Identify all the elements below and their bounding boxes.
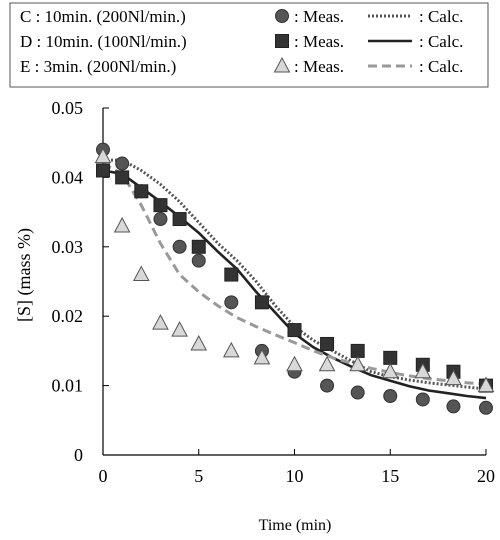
legend-calc-label: : Calc. xyxy=(419,7,463,26)
meas-point-triangle xyxy=(477,376,495,393)
legend-entry-label: C : 10min. (200Nl/min.) xyxy=(20,7,186,26)
legend-entry-label: E : 3min. (200Nl/min.) xyxy=(20,57,176,76)
meas-point-circle xyxy=(224,295,239,310)
legend-meas-label: : Meas. xyxy=(294,32,344,51)
meas-point-triangle xyxy=(152,314,169,330)
legend-marker-triangle xyxy=(273,56,291,73)
legend-calc-label: : Calc. xyxy=(419,32,463,51)
meas-point-circle xyxy=(191,253,206,268)
calc-curve-dotted xyxy=(103,158,487,391)
meas-point-square xyxy=(191,239,206,254)
meas-point-square xyxy=(96,163,110,178)
meas-point-triangle xyxy=(349,355,367,372)
x-tick-label: 15 xyxy=(381,466,399,486)
y-tick-label: 0.05 xyxy=(52,98,84,118)
meas-point-square xyxy=(350,343,365,358)
y-tick-label: 0.03 xyxy=(52,237,84,257)
meas-point-circle xyxy=(415,392,430,407)
meas-point-circle xyxy=(383,389,398,404)
meas-point-circle xyxy=(446,399,461,414)
meas-point-circle xyxy=(115,156,130,171)
meas-point-circle xyxy=(479,400,493,415)
meas-point-circle xyxy=(172,239,187,254)
y-tick-label: 0.01 xyxy=(52,376,84,396)
meas-point-triangle xyxy=(381,362,399,379)
legend-meas-label: : Meas. xyxy=(294,7,344,26)
y-tick-label: 0.02 xyxy=(52,306,84,326)
meas-point-square xyxy=(153,198,168,213)
legend-meas-label: : Meas. xyxy=(294,57,344,76)
y-axis-label: [S] (mass %) xyxy=(14,228,35,322)
meas-point-triangle xyxy=(222,341,240,358)
x-tick-label: 0 xyxy=(99,466,108,486)
legend-marker-square xyxy=(275,34,289,48)
meas-point-square xyxy=(287,323,302,338)
meas-point-square xyxy=(383,350,398,365)
x-tick-label: 5 xyxy=(194,466,203,486)
meas-point-square xyxy=(320,336,335,351)
x-tick-label: 10 xyxy=(286,466,304,486)
meas-point-circle xyxy=(153,212,168,227)
legend-marker-circle xyxy=(275,9,289,23)
meas-point-triangle xyxy=(171,321,188,337)
legend-calc-label: : Calc. xyxy=(419,57,463,76)
legend-entries: C : 10min. (200Nl/min.) : Meas. : Calc. D :… xyxy=(20,7,463,76)
y-tick-label: 0.04 xyxy=(52,167,84,187)
meas-point-triangle xyxy=(445,369,462,386)
meas-point-triangle xyxy=(132,265,150,282)
x-tick-label: 20 xyxy=(477,466,495,486)
meas-point-triangle xyxy=(253,348,271,365)
legend-entry-label: D : 10min. (100Nl/min.) xyxy=(20,32,187,51)
meas-point-triangle xyxy=(94,147,112,164)
meas-point-square xyxy=(172,212,187,227)
meas-point-triangle xyxy=(414,362,432,379)
meas-point-square xyxy=(224,267,239,282)
y-tick-label: 0 xyxy=(74,445,83,465)
meas-point-triangle xyxy=(113,216,131,233)
meas-point-square xyxy=(134,184,149,199)
meas-point-circle xyxy=(320,378,335,393)
x-axis-label: Time (min) xyxy=(259,517,332,534)
meas-point-square xyxy=(115,170,130,185)
meas-point-circle xyxy=(350,385,365,400)
meas-point-triangle xyxy=(318,355,336,372)
calc-curve-dashed xyxy=(102,162,487,386)
meas-point-triangle xyxy=(286,355,303,372)
meas-point-triangle xyxy=(190,334,208,351)
plot-area: 0 0.01 0.02 0.03 0.04 0.05 0 5 10 15 20 xyxy=(52,98,496,486)
meas-point-square xyxy=(254,295,269,310)
